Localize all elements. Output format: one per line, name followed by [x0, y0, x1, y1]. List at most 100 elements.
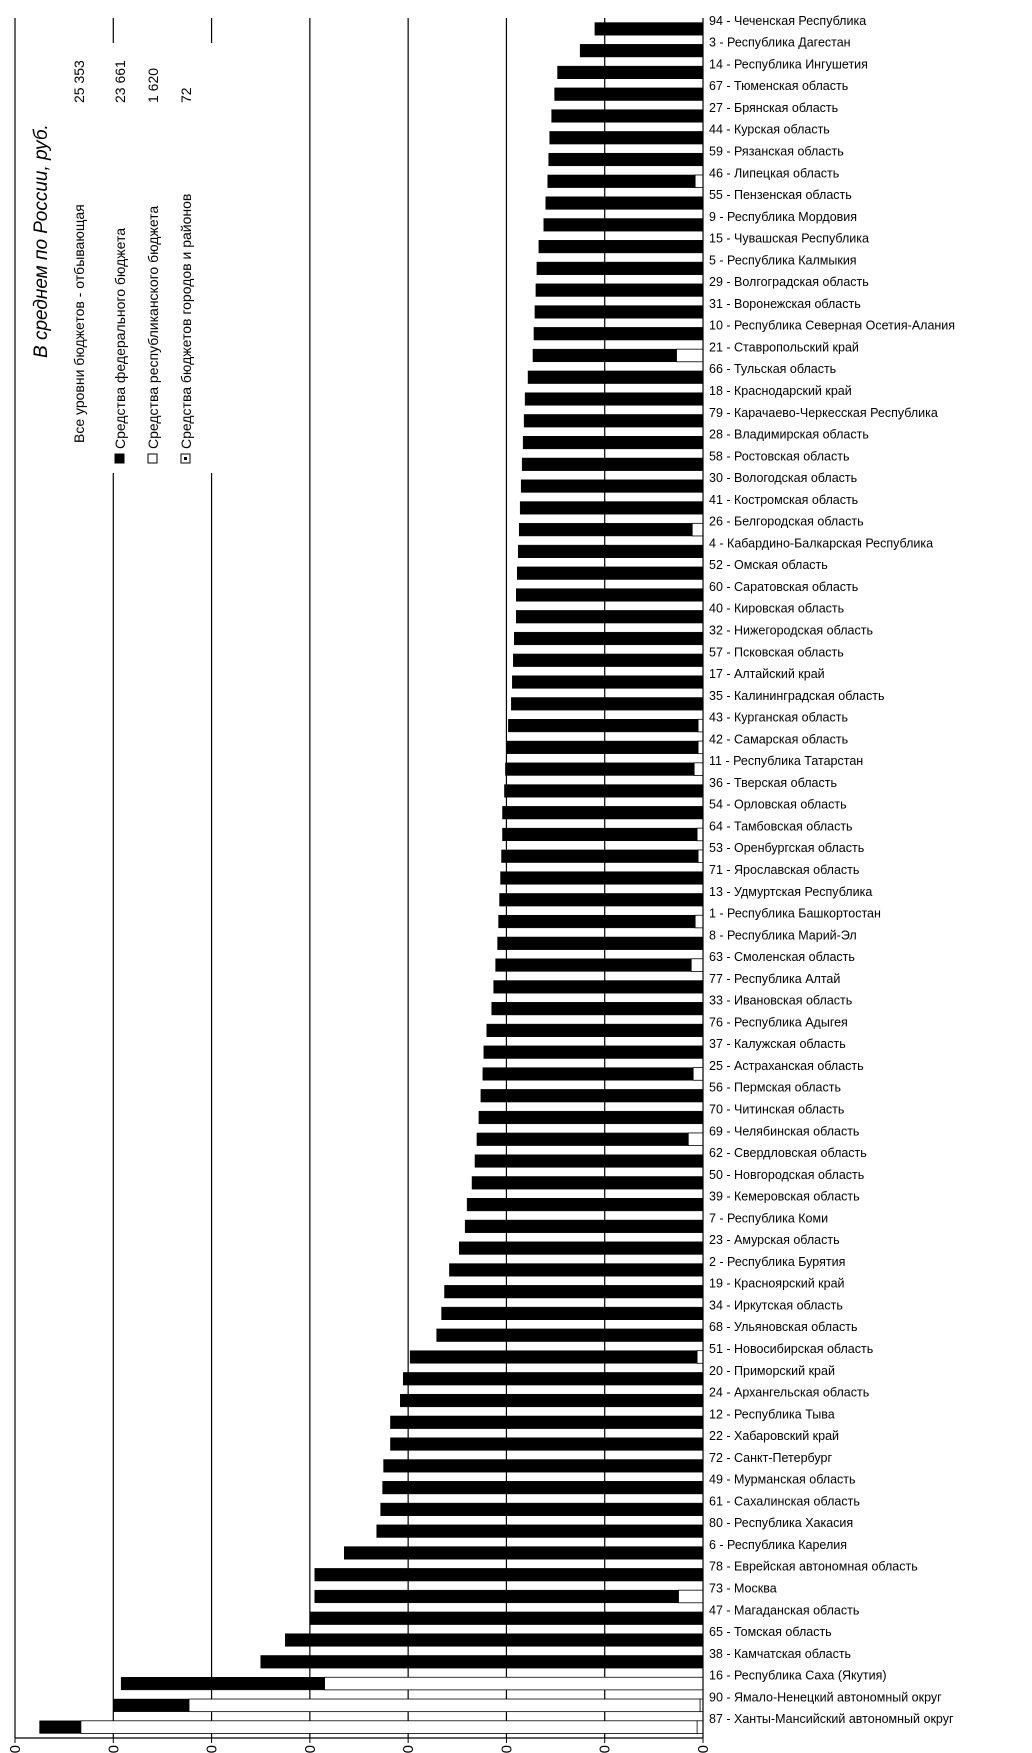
bar-republic — [188, 1698, 701, 1713]
bar-republic — [324, 1676, 704, 1691]
bar-republic — [692, 1067, 704, 1081]
axes — [14, 18, 704, 1743]
tick-label: 10000 — [597, 1745, 614, 1753]
category-label: 76 - Республика Адыгея — [709, 1015, 848, 1029]
category-label: 2 - Республика Бурятия — [709, 1255, 845, 1269]
category-label: 35 - Калининградская область — [709, 689, 885, 703]
bar-republic — [697, 718, 704, 733]
bar-federal — [527, 370, 704, 384]
bar-federal — [504, 784, 704, 798]
category-label: 14 - Республика Ингушетия — [709, 57, 868, 71]
category-label: 36 - Тверская область — [709, 776, 837, 790]
bar-federal — [579, 44, 704, 58]
bar-federal — [39, 1720, 82, 1734]
bar-republic — [690, 958, 704, 972]
bar-federal — [120, 1677, 325, 1691]
bar-federal — [502, 806, 704, 820]
bar-federal — [499, 893, 704, 907]
bar-federal — [523, 414, 704, 428]
category-label: 87 - Ханты-Мансийский автономный округ — [709, 1712, 954, 1726]
bar-federal — [483, 1045, 704, 1059]
category-label: 42 - Самарская область — [709, 732, 848, 746]
legend-label-municipal: Средства бюджетов городов и районов — [178, 194, 194, 449]
bar-federal — [513, 653, 704, 667]
category-label: 90 - Ямало-Ненецкий автономный округ — [709, 1690, 942, 1704]
category-label: 21 - Ставропольский край — [709, 340, 859, 354]
category-label: 13 - Удмуртская Республика — [709, 885, 872, 899]
bar-federal — [543, 218, 704, 232]
tick-label: 0 — [695, 1745, 712, 1753]
tick-label: 30000 — [400, 1745, 417, 1753]
category-label: 1 - Республика Башкортостан — [709, 907, 881, 921]
bar-federal — [474, 1154, 704, 1168]
category-label: 43 - Курганская область — [709, 711, 848, 725]
bar-federal — [516, 588, 704, 602]
category-label: 78 - Еврейская автономная область — [709, 1560, 918, 1574]
category-label: 47 - Магаданская область — [709, 1603, 859, 1617]
bar-republic — [694, 174, 704, 189]
bar-federal — [522, 435, 704, 450]
legend-total-value: 25 353 — [71, 60, 87, 103]
category-label: 94 - Чеченская Республика — [709, 14, 866, 28]
category-label: 30 - Вологодская область — [709, 471, 857, 485]
bar-federal — [444, 1285, 704, 1299]
category-label: 20 - Приморский край — [709, 1364, 835, 1378]
category-label: 16 - Республика Саха (Якутия) — [709, 1669, 887, 1683]
bar-republic — [676, 348, 704, 363]
bar-federal — [476, 1132, 689, 1146]
category-label: 25 - Астраханская область — [709, 1059, 864, 1073]
category-label: 11 - Республика Татарстан — [709, 754, 863, 768]
bar-republic — [696, 1350, 704, 1364]
legend-swatch-republic — [147, 453, 158, 464]
bar-federal — [464, 1219, 704, 1233]
bar-federal — [519, 501, 704, 515]
bar-federal — [314, 1589, 679, 1604]
bar-federal — [516, 566, 704, 580]
category-label: 24 - Архангельская область — [709, 1386, 869, 1400]
category-label: 67 - Тюменская область — [709, 79, 848, 93]
legend: В среднем по России, руб. Все уровни бюд… — [17, 43, 297, 473]
bar-federal — [518, 523, 693, 537]
bar-federal — [497, 936, 704, 950]
bar-federal — [501, 849, 699, 863]
category-label: 63 - Смоленская область — [709, 950, 855, 964]
bar-republic — [694, 914, 704, 929]
bar-federal — [409, 1350, 698, 1364]
legend-swatch-municipal-dot — [184, 457, 187, 460]
tick-label: 60000 — [105, 1745, 122, 1753]
category-label: 29 - Волгоградская область — [709, 275, 869, 289]
bars — [39, 22, 704, 1734]
bar-federal — [480, 1089, 704, 1103]
bar-federal — [538, 240, 704, 254]
bar-federal — [436, 1328, 704, 1342]
bar-federal — [536, 261, 704, 275]
category-label: 5 - Республика Калмыкия — [709, 253, 857, 267]
category-label: 22 - Хабаровский край — [709, 1429, 839, 1443]
bar-federal — [549, 131, 704, 145]
legend-total-label: Все уровни бюджетов - отбывающая — [71, 204, 87, 443]
bar-federal — [493, 980, 704, 994]
bar-federal — [495, 958, 692, 972]
bar-federal — [314, 1568, 704, 1582]
category-label: 8 - Республика Марий-Эл — [709, 928, 857, 942]
bar-federal — [547, 174, 696, 188]
category-label: 72 - Санкт-Петербург — [709, 1451, 832, 1465]
legend-value-republic: 1 620 — [145, 68, 161, 103]
category-label: 66 - Тульская область — [709, 362, 836, 376]
bar-federal — [466, 1198, 704, 1212]
legend-label-republic: Средства республиканского бюджета — [145, 206, 161, 449]
category-label: 39 - Кемеровская область — [709, 1190, 860, 1204]
bar-federal — [309, 1611, 704, 1625]
category-label: 60 - Саратовская область — [709, 580, 858, 594]
category-label: 26 - Белгородская область — [709, 515, 864, 529]
bar-federal — [514, 631, 704, 646]
category-label: 7 - Республика Коми — [709, 1211, 828, 1225]
category-label: 56 - Пермская область — [709, 1081, 841, 1095]
bar-federal — [521, 457, 704, 471]
legend-value-municipal: 72 — [178, 87, 194, 103]
category-label: 38 - Камчатская область — [709, 1647, 851, 1661]
category-label: 28 - Владимирская область — [709, 428, 869, 442]
bar-federal — [260, 1655, 704, 1669]
tick-label: 20000 — [498, 1745, 515, 1753]
category-label: 68 - Ульяновская область — [709, 1320, 858, 1334]
